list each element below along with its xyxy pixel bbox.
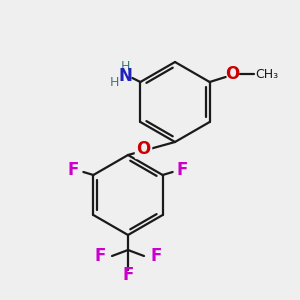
Text: O: O: [226, 65, 240, 83]
Text: F: F: [150, 247, 162, 265]
Text: H: H: [110, 76, 119, 88]
Text: H: H: [121, 61, 130, 74]
Text: O: O: [136, 140, 151, 158]
Text: F: F: [122, 266, 134, 284]
Text: CH₃: CH₃: [255, 68, 278, 80]
Text: F: F: [68, 161, 79, 179]
Text: N: N: [118, 67, 132, 85]
Text: F: F: [177, 161, 188, 179]
Text: F: F: [94, 247, 106, 265]
